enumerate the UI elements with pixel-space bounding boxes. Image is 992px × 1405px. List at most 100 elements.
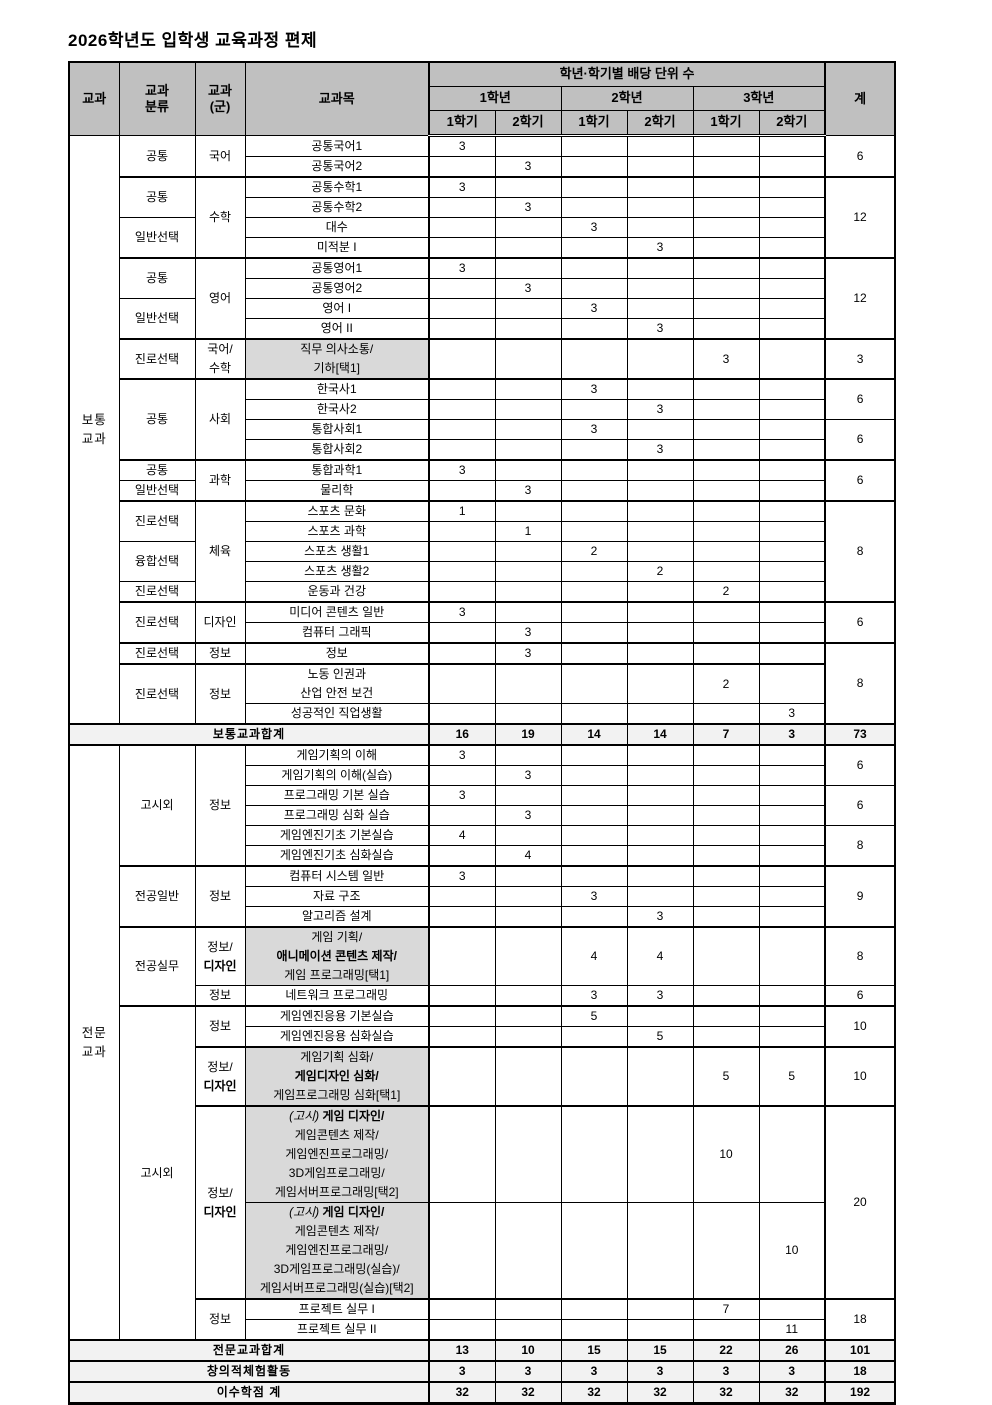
unit-value-cell: [560, 197, 628, 218]
section-label-cell: 보통 교과: [68, 135, 120, 725]
table-row: 자료 구조 3: [69, 886, 895, 907]
unit-value-cell: [626, 765, 694, 786]
category-cell: 일반선택: [118, 298, 196, 340]
subject-group-cell: 과학: [194, 459, 246, 502]
unit-value-cell: [560, 642, 628, 665]
table-row: 공통 과학 통합과학1 3 6: [69, 459, 896, 502]
total-cell: 12: [824, 257, 896, 340]
unit-value-cell: [560, 338, 628, 380]
unit-value-cell: [692, 805, 760, 826]
total-cell: 6: [824, 378, 896, 420]
unit-value-cell: [692, 399, 760, 420]
unit-value-cell: [428, 338, 496, 380]
subject-cell: 영어 I: [244, 298, 430, 319]
unit-value-cell: 3: [560, 298, 628, 319]
unit-value-cell: [692, 765, 760, 786]
unit-value-cell: [626, 845, 694, 867]
unit-value-cell: [758, 217, 826, 238]
unit-value-cell: 1: [428, 500, 496, 522]
table-row: 고시외 정보 게임엔진응용 기본실습 5 10: [69, 1005, 896, 1341]
category-cell: 일반선택: [118, 480, 196, 502]
unit-value-cell: [494, 825, 562, 846]
unit-value-cell: 3: [494, 480, 562, 502]
unit-value-cell: 13: [428, 1339, 496, 1362]
unit-value-cell: [758, 500, 826, 522]
total-cell: 6: [824, 135, 896, 178]
table-row: 공통 영어 공통영어1 3 12: [69, 257, 896, 340]
unit-value-cell: [494, 865, 562, 887]
unit-value-cell: [560, 845, 628, 867]
unit-value-cell: [494, 1319, 562, 1341]
unit-value-cell: [626, 1319, 694, 1341]
unit-value-cell: [428, 278, 496, 299]
unit-value-cell: [428, 886, 496, 907]
unit-value-cell: [758, 1298, 826, 1320]
subject-cell: 스포츠 문화: [244, 500, 430, 522]
table-row: 진로선택 정보 노동 인권과 산업 안전 보건 2: [69, 663, 895, 725]
unit-value-cell: [758, 278, 826, 299]
subject-cell: 한국사2: [244, 399, 430, 420]
unit-value-cell: 10: [758, 1202, 826, 1300]
subject-cell: 물리학: [244, 480, 430, 502]
unit-value-cell: [494, 1298, 562, 1320]
unit-value-cell: 7: [692, 1298, 760, 1320]
unit-value-cell: [758, 378, 826, 400]
total-cell: 10: [824, 1046, 896, 1107]
unit-value-cell: [428, 663, 496, 704]
subject-group-cell: 정보/ 디자인: [194, 1105, 246, 1300]
subject-cell: 공통수학1: [244, 176, 430, 198]
unit-value-cell: [494, 785, 562, 806]
table-row: 알고리즘 설계 3: [69, 906, 895, 928]
category-cell: 진로선택: [118, 601, 196, 644]
subject-cell: 게임엔진응용 심화실습: [244, 1026, 430, 1048]
unit-value-cell: [494, 318, 562, 340]
unit-value-cell: [626, 378, 694, 400]
unit-value-cell: [560, 744, 628, 766]
unit-value-cell: [560, 703, 628, 725]
table-row: 진로선택 디자인 미디어 콘텐츠 일반 3 6: [69, 601, 896, 644]
unit-value-cell: [560, 521, 628, 542]
subject-cell: 게임기획의 이해(실습): [244, 765, 430, 786]
table-row: 공통 수학 공통수학1 3 12: [69, 176, 896, 259]
total-cell: 10: [824, 1005, 896, 1048]
subject-cell: 공통영어1: [244, 257, 430, 279]
unit-value-cell: 2: [560, 541, 628, 562]
header-g1-s1: 1학기: [428, 110, 496, 137]
table-row: 통합사회1 3 6: [69, 419, 896, 461]
unit-value-cell: [758, 906, 826, 928]
unit-value-cell: [626, 541, 694, 562]
total-cell: 8: [824, 642, 896, 725]
category-cell: 고시외: [118, 744, 196, 867]
unit-value-cell: [758, 865, 826, 887]
unit-value-cell: [494, 926, 562, 986]
unit-value-cell: [560, 318, 628, 340]
unit-value-cell: [626, 500, 694, 522]
table-row: 한국사2 3: [69, 399, 895, 420]
unit-value-cell: [758, 399, 826, 420]
unit-value-cell: 3: [560, 419, 628, 440]
curriculum-table: 교과 교과 분류 교과 (군) 교과목 학년·학기별 배당 단위 수 계 1학년…: [68, 61, 897, 1405]
unit-value-cell: 3: [494, 197, 562, 218]
unit-value-cell: [560, 1026, 628, 1048]
subject-cell: 게임기획 심화/ 게임디자인 심화/ 게임프로그래밍 심화[택1]: [244, 1046, 430, 1107]
subject-group-cell: 정보/ 디자인: [194, 926, 246, 986]
table-row: 정보/ 디자인 게임기획 심화/ 게임디자인 심화/ 게임프로그래밍 심화[택1]…: [69, 1046, 896, 1107]
unit-value-cell: 15: [560, 1339, 628, 1362]
unit-value-cell: [692, 278, 760, 299]
unit-value-cell: 3: [494, 1360, 562, 1383]
header-subject-name: 교과목: [244, 61, 430, 136]
subject-cell: 정보: [244, 642, 430, 665]
subject-cell: (고시) 게임 디자인/ 게임콘텐츠 제작/ 게임엔진프로그래밍/ 3D게임프로…: [244, 1202, 430, 1300]
unit-value-cell: 3: [428, 865, 496, 887]
total-cell: 9: [824, 865, 896, 928]
unit-value-cell: [626, 1105, 694, 1203]
unit-value-cell: 10: [692, 1105, 760, 1203]
unit-value-cell: 3: [758, 1360, 826, 1383]
unit-value-cell: [692, 217, 760, 238]
unit-value-cell: [692, 500, 760, 522]
subject-cell: 스포츠 과학: [244, 521, 430, 542]
unit-value-cell: [626, 459, 694, 481]
unit-value-cell: [428, 561, 496, 582]
unit-value-cell: 5: [626, 1026, 694, 1048]
category-cell: 진로선택: [118, 500, 196, 542]
